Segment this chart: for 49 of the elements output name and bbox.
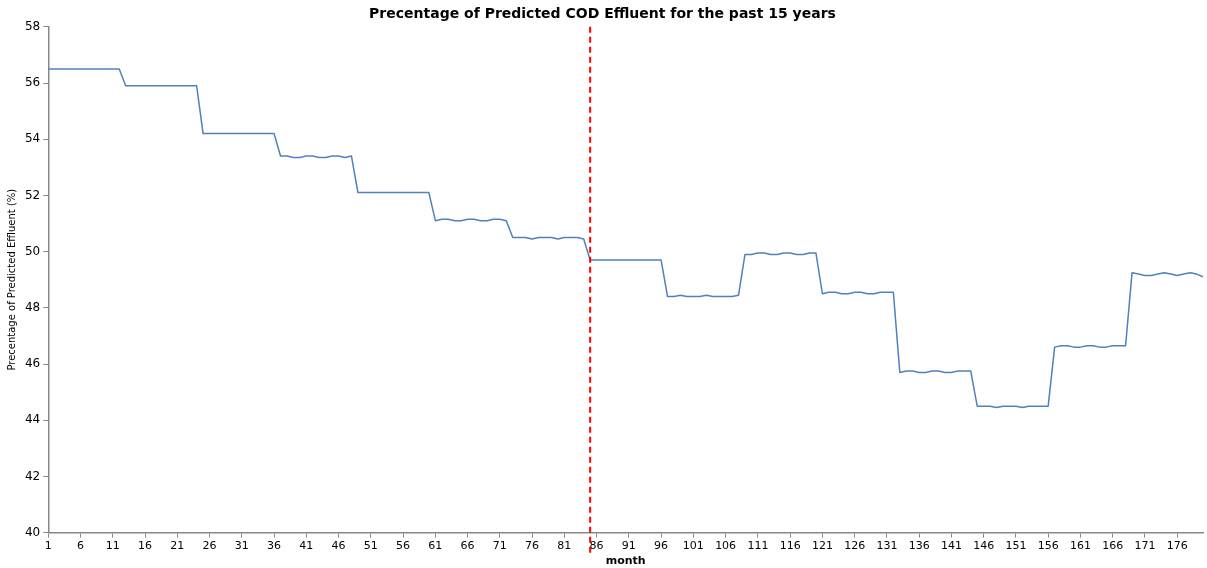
x-tick-label: 156 — [1037, 539, 1059, 553]
y-tick-label: 54 — [24, 131, 41, 146]
x-tick-label: 91 — [621, 539, 636, 553]
x-axis-title: month — [605, 554, 646, 568]
x-tick-label: 161 — [1069, 539, 1091, 553]
y-tick-label: 48 — [24, 299, 41, 314]
x-tick-label: 11 — [105, 539, 120, 553]
x-tick-label: 26 — [202, 539, 217, 553]
x-tick-label: 136 — [908, 539, 930, 553]
x-tick-label: 106 — [715, 539, 737, 553]
x-tick-label: 46 — [331, 539, 346, 553]
x-tick-label: 146 — [973, 539, 995, 553]
x-tick-label: 16 — [138, 539, 153, 553]
x-tick-label: 96 — [654, 539, 669, 553]
x-tick-label: 141 — [940, 539, 962, 553]
y-axis-title: Precentage of Predicted Effluent (%) — [5, 188, 17, 371]
x-tick-label: 121 — [811, 539, 833, 553]
x-tick-label: 111 — [747, 539, 769, 553]
x-tick-label: 41 — [299, 539, 314, 553]
x-tick-label: 176 — [1166, 539, 1188, 553]
x-tick-label: 166 — [1102, 539, 1124, 553]
x-tick-label: 21 — [170, 539, 185, 553]
x-tick-label: 1 — [44, 539, 52, 553]
x-tick-label: 56 — [396, 539, 411, 553]
x-tick-label: 71 — [492, 539, 507, 553]
y-tick-label: 52 — [24, 187, 41, 202]
x-tick-label: 66 — [460, 539, 475, 553]
y-tick-label: 44 — [24, 412, 41, 427]
chart-title: Precentage of Predicted COD Effluent for the past 15 years — [369, 5, 836, 22]
x-tick-label: 76 — [525, 539, 540, 553]
y-tick-label: 42 — [24, 468, 41, 483]
x-tick-label: 101 — [682, 539, 704, 553]
x-tick-label: 61 — [428, 539, 443, 553]
y-tick-label: 40 — [24, 524, 41, 539]
y-tick-label: 56 — [24, 75, 41, 90]
x-tick-label: 81 — [557, 539, 572, 553]
x-tick-label: 51 — [363, 539, 378, 553]
x-tick-label: 116 — [779, 539, 801, 553]
y-tick-label: 50 — [24, 243, 41, 258]
x-tick-label: 126 — [844, 539, 866, 553]
x-tick-label: 31 — [234, 539, 249, 553]
x-tick-label: 86 — [589, 539, 604, 553]
x-tick-label: 171 — [1134, 539, 1156, 553]
y-tick-label: 46 — [24, 356, 41, 371]
x-tick-label: 131 — [876, 539, 898, 553]
x-tick-label: 36 — [267, 539, 282, 553]
x-tick-label: 6 — [77, 539, 85, 553]
y-tick-label: 58 — [24, 18, 41, 33]
x-tick-label: 151 — [1005, 539, 1027, 553]
